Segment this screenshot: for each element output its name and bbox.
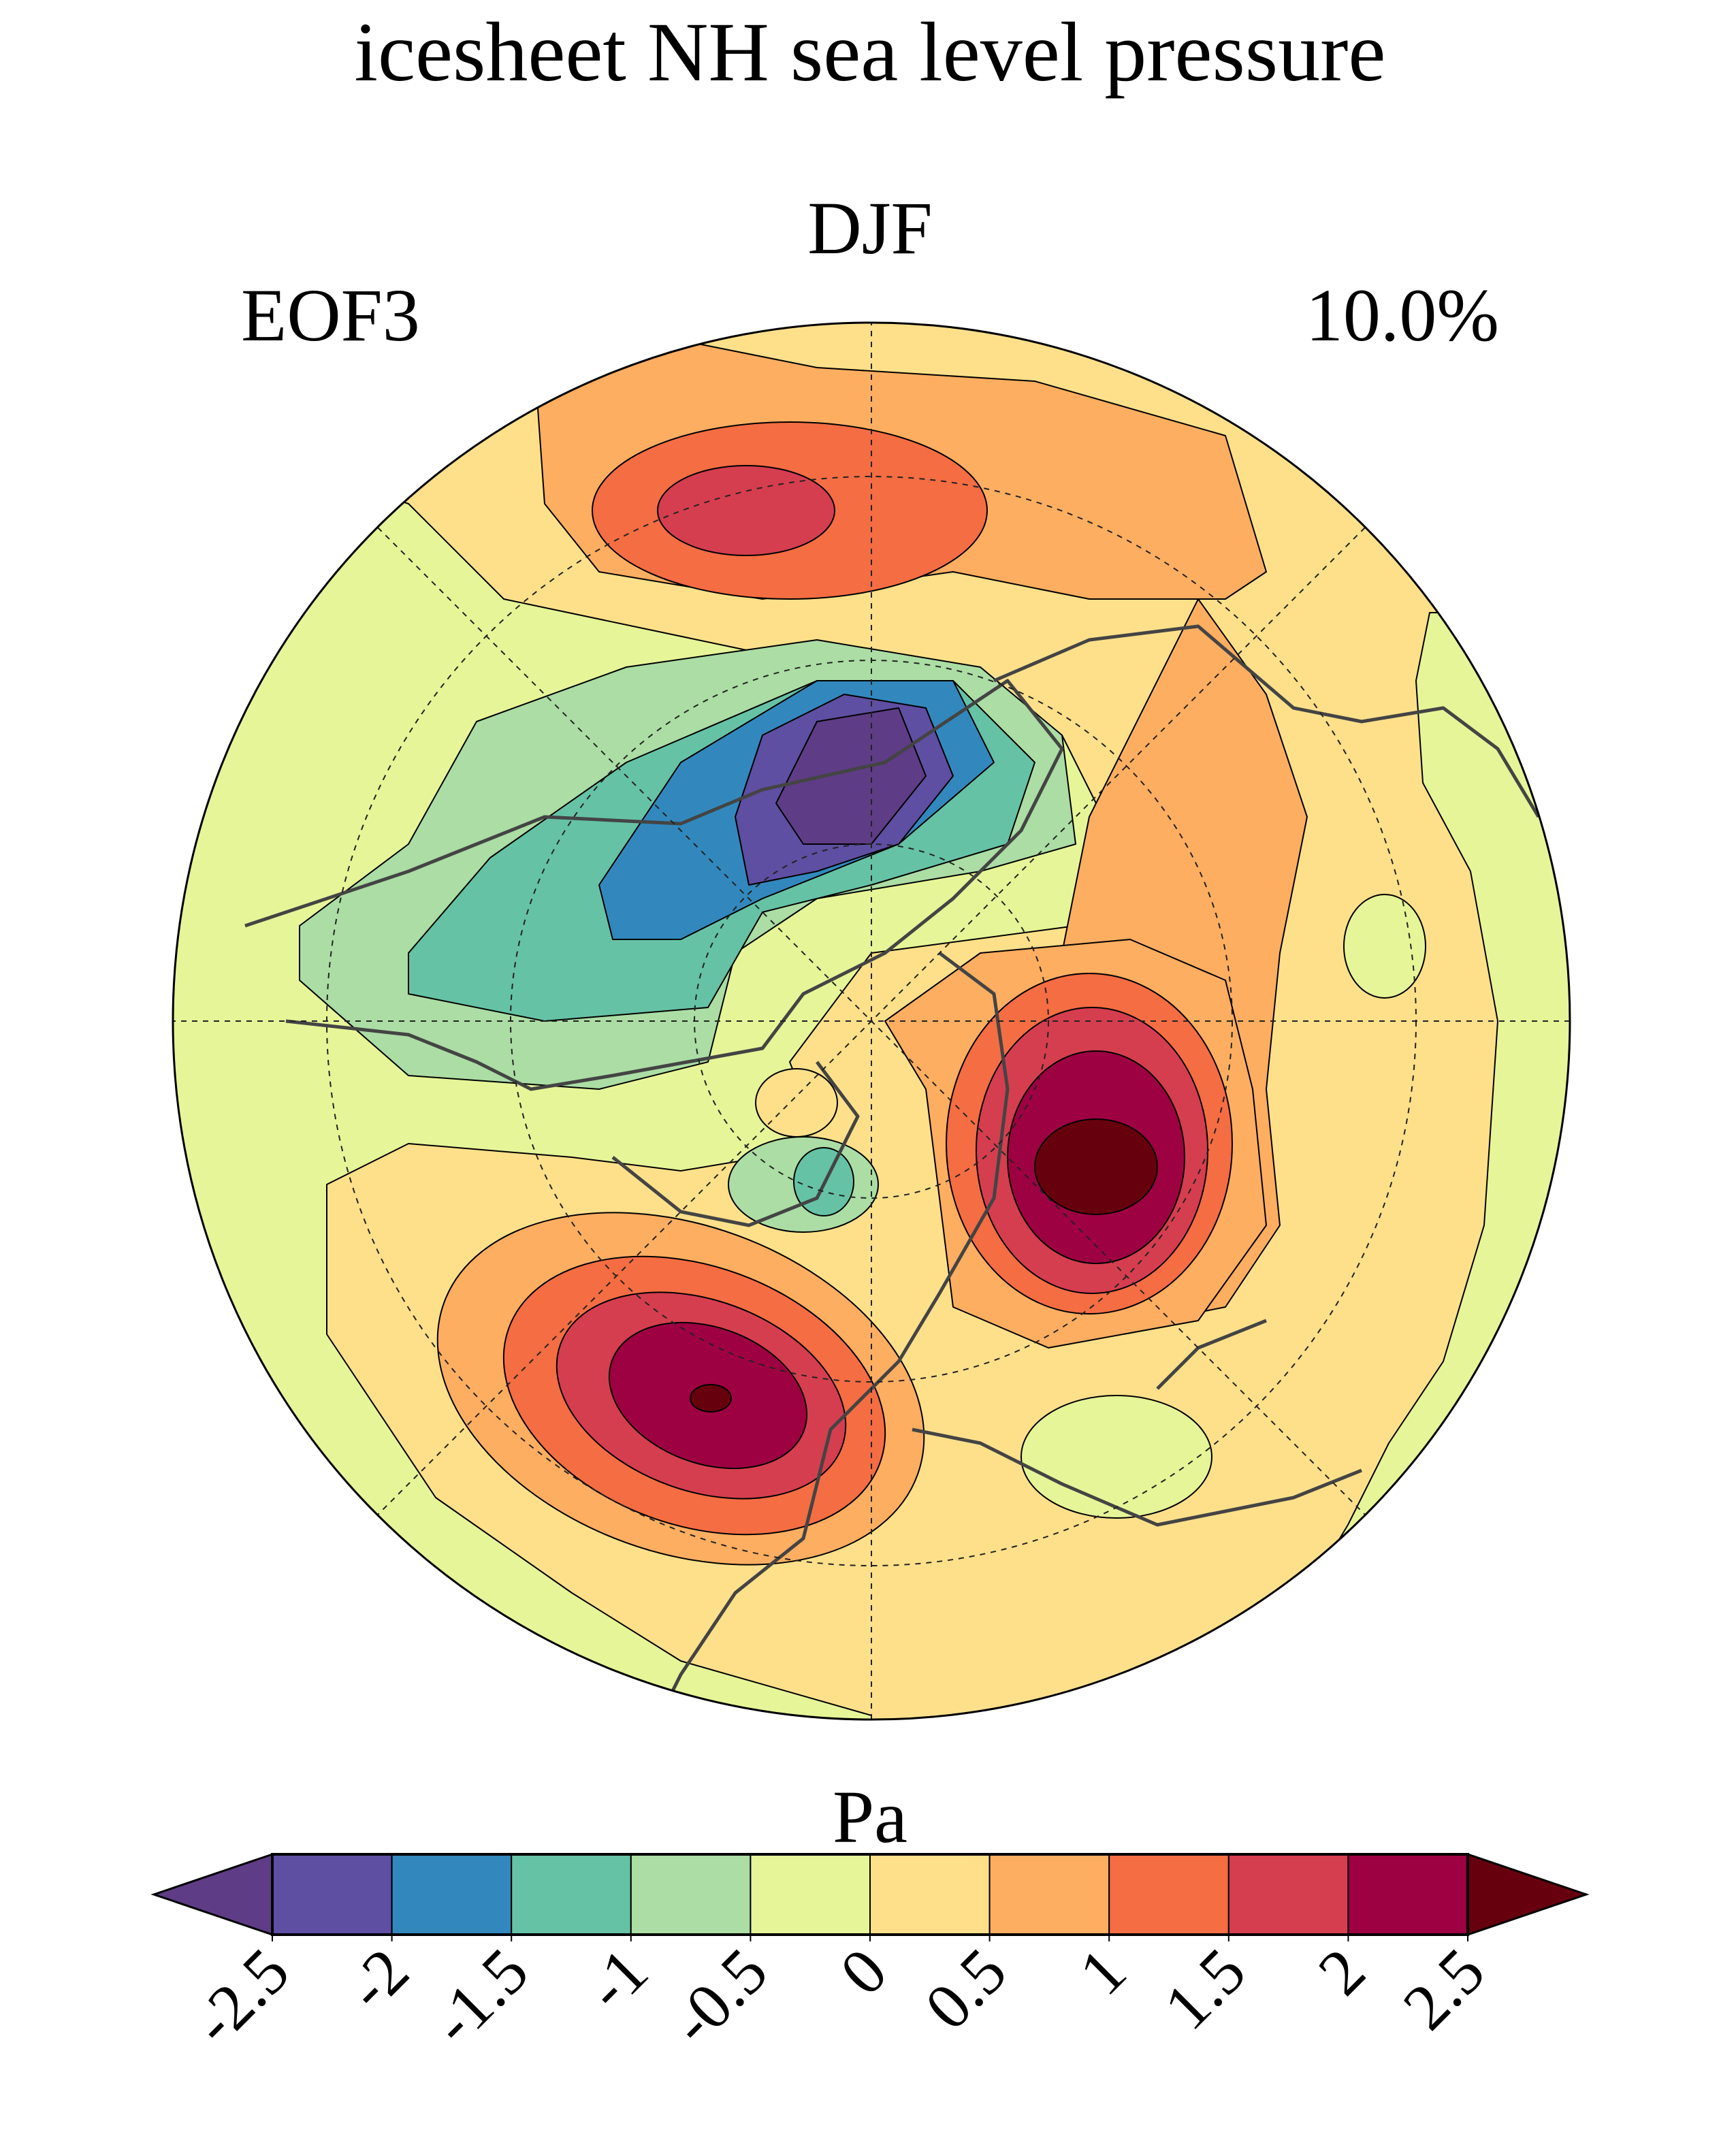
colorbar-segment <box>1227 1854 1349 1935</box>
colorbar-segment <box>1108 1854 1229 1935</box>
colorbar-tick-label: 0 <box>826 1934 901 2009</box>
map-boundary <box>172 321 1571 1721</box>
contour-europe-2.5 <box>1034 1118 1158 1215</box>
coastline-eurasia <box>665 624 1541 1703</box>
contour-island-east <box>1343 894 1426 999</box>
coastline-greenland <box>611 1061 860 1227</box>
contour-atlantic-2.5 <box>690 1384 732 1413</box>
colorbar-segment <box>511 1854 632 1935</box>
eof-mode-label: EOF3 <box>241 274 420 357</box>
colorbar-extend-low <box>150 1852 274 1937</box>
colorbar-tick-label: 0.5 <box>911 1934 1020 2044</box>
colorbar-segment <box>391 1854 513 1935</box>
colorbar-tick-label: -1 <box>571 1934 661 2024</box>
colorbar <box>150 1852 1590 1937</box>
contour-neg-2.5 <box>775 707 927 845</box>
meridian-line <box>377 527 1366 1515</box>
colorbar-extend-high <box>1466 1852 1590 1937</box>
colorbar-segment <box>750 1854 871 1935</box>
colorbar-segment <box>630 1854 752 1935</box>
colorbar-tick-label: 1 <box>1065 1934 1140 2009</box>
contour-island-europe <box>1020 1395 1212 1519</box>
colorbar-tick-label: 2.5 <box>1389 1934 1498 2044</box>
colorbar-segment <box>988 1854 1110 1935</box>
colorbar-segment <box>869 1854 991 1935</box>
colorbar-ticks: -2.5 -2-1.5 -1-0.5 0 0.5 1 1.5 2 2.5 <box>178 1934 1498 2059</box>
contour-pacific-1.5 <box>657 465 835 556</box>
contour-pole-pos <box>755 1068 838 1137</box>
colorbar-tick-label: -0.5 <box>656 1934 781 2059</box>
colorbar-tick-label: -1.5 <box>417 1934 542 2059</box>
polar-map <box>173 323 1570 1720</box>
colorbar-tick-label: 2 <box>1304 1934 1379 2009</box>
colorbar-tick-label: -2 <box>332 1934 422 2024</box>
figure-title: icesheet NH sea level pressure <box>355 5 1386 99</box>
colorbar-segment <box>272 1854 393 1935</box>
colorbar-unit-label: Pa <box>833 1775 907 1858</box>
season-label: DJF <box>807 187 932 270</box>
colorbar-segment <box>1347 1854 1469 1935</box>
colorbar-tick-label: -2.5 <box>178 1934 303 2059</box>
variance-label: 10.0% <box>1306 274 1499 357</box>
coastline-north-america <box>244 679 1064 1091</box>
colorbar-tick-label: 1.5 <box>1150 1934 1259 2044</box>
